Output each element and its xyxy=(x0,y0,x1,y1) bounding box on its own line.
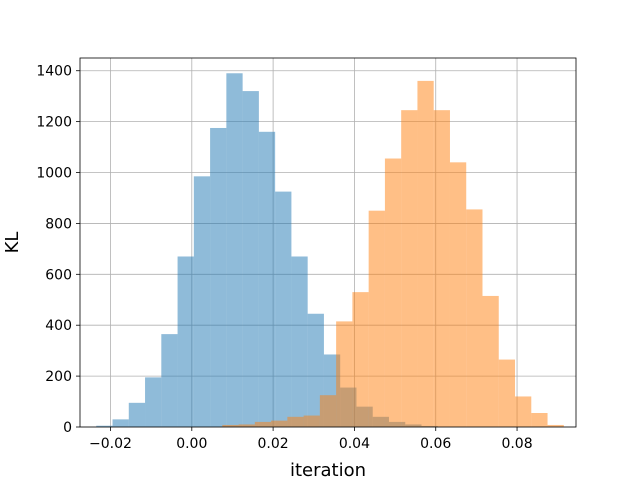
x-axis-ticks: −0.02 0.00 0.02 0.04 0.06 0.08 xyxy=(89,427,533,452)
y-tick-label: 400 xyxy=(45,318,72,334)
y-axis-ticks: 0 200 400 600 800 1000 1200 1400 xyxy=(36,64,80,436)
histogram-bar-series-2 xyxy=(336,321,353,427)
histogram-bar-series-1 xyxy=(307,313,324,427)
histogram-bar-series-2 xyxy=(433,110,450,427)
histogram-bar-series-1 xyxy=(145,377,162,427)
histogram-bar-series-2 xyxy=(498,359,516,427)
x-tick-label: 0.02 xyxy=(258,436,289,452)
histogram-bar-series-1 xyxy=(112,419,129,427)
histogram-bar-series-1 xyxy=(96,425,113,427)
histogram-bar-series-2 xyxy=(303,415,320,427)
histogram-bar-series-2 xyxy=(417,80,434,428)
x-tick-label: 0.04 xyxy=(339,436,370,452)
histogram-bar-series-1 xyxy=(193,176,211,427)
histogram-bar-series-2 xyxy=(449,162,467,427)
histogram-bar-series-2 xyxy=(515,396,532,427)
histogram-bar-series-1 xyxy=(291,256,308,427)
y-tick-label: 800 xyxy=(45,216,72,232)
histogram-bar-series-2 xyxy=(531,413,548,427)
histogram-bars xyxy=(96,73,564,428)
y-tick-label: 1400 xyxy=(36,64,72,80)
histogram-bar-series-2 xyxy=(384,158,402,427)
histogram-bar-series-2 xyxy=(222,424,239,427)
histogram-bar-series-2 xyxy=(287,416,304,427)
histogram-bar-series-2 xyxy=(238,424,255,427)
histogram-bar-series-1 xyxy=(210,127,227,427)
histogram-bar-series-1 xyxy=(275,191,292,427)
x-tick-label: 0.06 xyxy=(420,436,451,452)
y-tick-label: 600 xyxy=(45,267,72,283)
histogram-bar-series-1 xyxy=(128,402,146,427)
histogram-bar-series-2 xyxy=(401,110,418,427)
histogram-bar-series-1 xyxy=(177,256,194,427)
histogram-bar-series-1 xyxy=(242,91,259,427)
x-axis-label: iteration xyxy=(290,460,366,480)
histogram-bar-series-2 xyxy=(368,210,385,427)
y-axis-label: KL xyxy=(2,232,23,254)
histogram-bar-series-2 xyxy=(319,395,337,427)
plot-frame xyxy=(79,57,577,428)
histogram-bar-series-1 xyxy=(161,334,178,427)
x-tick-label: −0.02 xyxy=(89,436,132,452)
histogram-bar-series-2 xyxy=(547,424,564,427)
y-tick-label: 1200 xyxy=(36,115,72,131)
histogram-bar-series-1 xyxy=(258,131,276,428)
y-tick-label: 0 xyxy=(63,420,72,436)
histogram-bar-series-2 xyxy=(271,420,288,427)
histogram-bar-series-2 xyxy=(352,292,369,427)
histogram-bar-series-2 xyxy=(482,295,499,427)
histogram-bar-series-2 xyxy=(254,421,272,427)
x-tick-label: 0.08 xyxy=(501,436,532,452)
y-tick-label: 200 xyxy=(45,369,72,385)
y-tick-label: 1000 xyxy=(36,166,72,182)
histogram-bar-series-1 xyxy=(226,73,243,427)
x-tick-label: 0.00 xyxy=(176,436,207,452)
histogram-bar-series-2 xyxy=(466,209,483,427)
